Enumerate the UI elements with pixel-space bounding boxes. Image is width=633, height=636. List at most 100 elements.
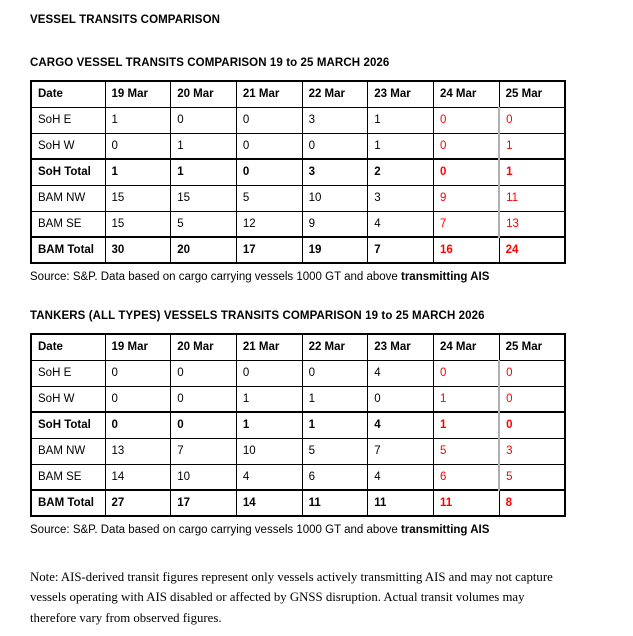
ais-disclaimer-note: Note: AIS-derived transit figures repres… xyxy=(30,567,633,628)
table-cell: 11 xyxy=(498,184,566,212)
table-cell: 0 xyxy=(170,411,237,439)
note-line: vessels operating with AIS disabled or a… xyxy=(30,590,525,605)
source-line-tankers: Source: S&P. Data based on cargo carryin… xyxy=(30,524,633,536)
row-label: BAM SE xyxy=(30,463,106,491)
table-cell: 16 xyxy=(432,236,500,264)
table-cell: 1 xyxy=(367,132,434,160)
table-cell: 8 xyxy=(498,489,566,517)
table-cell: 4 xyxy=(235,463,303,491)
row-label: BAM Total xyxy=(30,236,106,264)
table-cell: 5 xyxy=(170,210,237,238)
table-cell: 0 xyxy=(498,385,566,413)
table-header-row: Date 19 Mar 20 Mar 21 Mar 22 Mar 23 Mar 24 Mar… xyxy=(30,80,566,108)
table-cell: 1 xyxy=(170,132,237,160)
table-cell: 5 xyxy=(432,437,500,465)
table-cell: 1 xyxy=(432,411,500,439)
table-cell: 10 xyxy=(170,463,237,491)
table-cell: 0 xyxy=(170,106,237,134)
table-cell: 1 xyxy=(498,158,566,186)
row-label: SoH Total xyxy=(30,158,106,186)
section-heading-tankers: TANKERS (ALL TYPES) VESSELS TRANSITS COM… xyxy=(30,310,485,322)
table-cell: 1 xyxy=(170,158,237,186)
table-cell: 14 xyxy=(104,463,172,491)
table-cell: 1 xyxy=(301,385,369,413)
table-cell: 10 xyxy=(235,437,303,465)
table-cell: 19 xyxy=(301,236,369,264)
table-cell: 1 xyxy=(235,385,303,413)
table-cell: 0 xyxy=(235,106,303,134)
row-label: SoH E xyxy=(30,106,106,134)
tankers-table-header: Date 19 Mar 20 Mar 21 Mar 22 Mar 23 Mar 24 Mar… xyxy=(30,333,566,361)
table-cell: 0 xyxy=(235,158,303,186)
table-cell: 0 xyxy=(301,359,369,387)
column-header: 22 Mar xyxy=(301,333,369,361)
table-row: SoH Total 0 0 1 1 4 1 0 xyxy=(30,411,566,439)
table-cell: 17 xyxy=(235,236,303,264)
table-cell: 5 xyxy=(235,184,303,212)
cargo-table-header: Date 19 Mar 20 Mar 21 Mar 22 Mar 23 Mar 24 Mar… xyxy=(30,80,566,108)
table-cell: 0 xyxy=(104,385,172,413)
table-cell: 9 xyxy=(301,210,369,238)
table-cell: 27 xyxy=(104,489,172,517)
table-cell: 11 xyxy=(432,489,500,517)
table-cell: 0 xyxy=(498,359,566,387)
table-cell: 3 xyxy=(367,184,434,212)
table-row: BAM Total 27 17 14 11 11 11 8 xyxy=(30,489,566,517)
table-cell: 0 xyxy=(170,359,237,387)
table-cell: 1 xyxy=(104,158,172,186)
table-cell: 3 xyxy=(498,437,566,465)
table-cell: 0 xyxy=(432,132,500,160)
table-cell: 15 xyxy=(104,184,172,212)
table-cell: 0 xyxy=(498,411,566,439)
column-header: 19 Mar xyxy=(104,80,172,108)
table-cell: 1 xyxy=(367,106,434,134)
section-heading-cargo: CARGO VESSEL TRANSITS COMPARISON 19 to 2… xyxy=(30,57,390,69)
column-header: 21 Mar xyxy=(235,80,303,108)
table-cell: 12 xyxy=(235,210,303,238)
table-cell: 0 xyxy=(104,411,172,439)
table-cell: 2 xyxy=(367,158,434,186)
table-cell: 7 xyxy=(367,236,434,264)
table-cell: 7 xyxy=(367,437,434,465)
table-cell: 4 xyxy=(367,210,434,238)
table-cell: 0 xyxy=(432,359,500,387)
table-cell: 1 xyxy=(432,385,500,413)
table-row: BAM Total 30 20 17 19 7 16 24 xyxy=(30,236,566,264)
table-cell: 30 xyxy=(104,236,172,264)
table-cell: 0 xyxy=(432,158,500,186)
table-cell: 0 xyxy=(301,132,369,160)
table-row: BAM NW 13 7 10 5 7 5 3 xyxy=(30,437,566,465)
table-cell: 0 xyxy=(235,359,303,387)
table-cell: 4 xyxy=(367,359,434,387)
column-header: 19 Mar xyxy=(104,333,172,361)
note-line: therefore vary from observed figures. xyxy=(30,610,222,625)
column-header: 25 Mar xyxy=(498,333,566,361)
page-title: VESSEL TRANSITS COMPARISON xyxy=(30,14,221,26)
table-cell: 6 xyxy=(301,463,369,491)
row-label: BAM NW xyxy=(30,437,106,465)
table-cell: 24 xyxy=(498,236,566,264)
column-header: 24 Mar xyxy=(432,333,500,361)
table-cell: 1 xyxy=(104,106,172,134)
table-header-row: Date 19 Mar 20 Mar 21 Mar 22 Mar 23 Mar 24 Mar… xyxy=(30,333,566,361)
row-label: BAM NW xyxy=(30,184,106,212)
table-row: BAM NW 15 15 5 10 3 9 11 xyxy=(30,184,566,212)
table-cell: 1 xyxy=(235,411,303,439)
table-cell: 0 xyxy=(235,132,303,160)
tankers-table-body: SoH E 0 0 0 0 4 0 0 SoH W 0 0 1 1 0 1 0 SoH Total 0 0 1 1 4 1 0… xyxy=(30,359,566,517)
table-cell: 10 xyxy=(301,184,369,212)
table-cell: 6 xyxy=(432,463,500,491)
table-cell: 3 xyxy=(301,158,369,186)
table-cell: 7 xyxy=(432,210,500,238)
table-cell: 1 xyxy=(301,411,369,439)
table-cell: 0 xyxy=(104,132,172,160)
column-header: 23 Mar xyxy=(367,80,434,108)
table-row: SoH Total 1 1 0 3 2 0 1 xyxy=(30,158,566,186)
row-label: SoH E xyxy=(30,359,106,387)
table-cell: 15 xyxy=(170,184,237,212)
table-cell: 13 xyxy=(498,210,566,238)
source-line-cargo: Source: S&P. Data based on cargo carryin… xyxy=(30,271,633,283)
column-header: Date xyxy=(30,80,106,108)
